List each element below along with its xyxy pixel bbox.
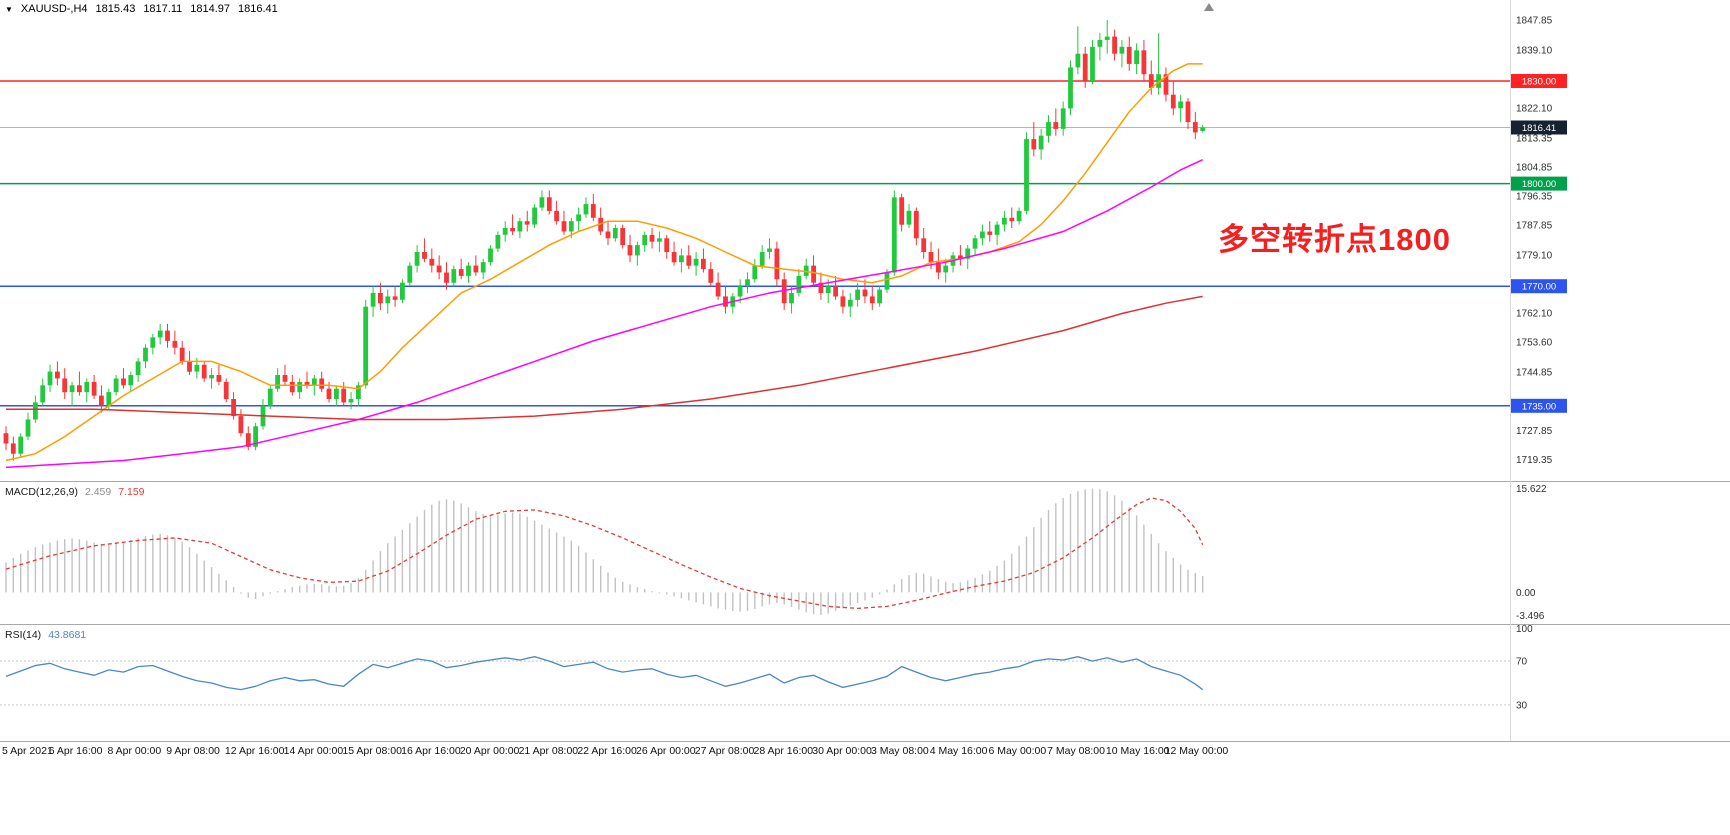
macd-panel[interactable]: 15.622 0.00 -3.496 [0, 482, 1730, 623]
axis-label: 1839.10 [1516, 45, 1553, 56]
ma-mid-magenta [5, 159, 1204, 469]
price-axis-separator [1510, 0, 1511, 741]
time-axis-label: 12 May 00:00 [1164, 745, 1229, 757]
axis-label: 1753.60 [1516, 338, 1553, 349]
axis-label: 1719.35 [1516, 455, 1553, 466]
ma-fast-orange [5, 63, 1203, 462]
axis-label: 1779.10 [1516, 251, 1553, 262]
axis-label: 30 [1516, 700, 1528, 711]
macd-name: MACD(12,26,9) [5, 486, 78, 498]
axis-label: 1744.85 [1516, 368, 1553, 379]
rsi-indicator-label: RSI(14) 43.8681 [5, 629, 86, 641]
price-badge [1511, 120, 1567, 135]
axis-label: 15.622 [1516, 484, 1547, 495]
axis-label: 1816.41 [1522, 123, 1556, 134]
time-axis-label: 22 Apr 16:00 [577, 745, 637, 757]
ohlc-open: 1815.43 [95, 3, 136, 15]
rsi-value: 43.8681 [48, 629, 87, 641]
chart-annotation: 多空转折点1800 [1218, 222, 1451, 257]
chart-scroll-marker-icon[interactable] [1204, 3, 1214, 11]
time-axis-label: 30 Apr 00:00 [812, 745, 872, 757]
time-axis-label: 14 Apr 00:00 [283, 745, 344, 757]
time-axis-label: 21 Apr 08:00 [518, 745, 579, 757]
axis-label: 1762.10 [1516, 309, 1553, 320]
axis-label: 1847.85 [1516, 16, 1553, 27]
time-axis-label: 8 Apr 00:00 [107, 745, 162, 757]
panel-separator[interactable] [0, 624, 1730, 625]
time-axis-label: 12 Apr 16:00 [224, 745, 285, 757]
axis-label: 1822.10 [1516, 104, 1553, 115]
axis-label: 1770.00 [1522, 282, 1556, 293]
rsi-panel[interactable]: 100 70 30 [0, 625, 1730, 741]
axis-label: 70 [1516, 657, 1528, 668]
time-axis-label: 16 Apr 16:00 [401, 745, 461, 757]
symbol-period-label: XAUUSD-,H4 [20, 3, 88, 15]
macd-signal-line [5, 497, 1204, 610]
time-axis-label: 9 Apr 08:00 [166, 745, 220, 757]
time-axis-label: 26 Apr 00:00 [636, 745, 696, 757]
one-click-trading-icon[interactable]: ▼ [5, 4, 13, 14]
rsi-line [5, 656, 1204, 691]
main-chart-panel[interactable]: 1847.85 1839.10 1822.10 1813.35 1804.85 1796.… [0, 0, 1730, 481]
axis-label: 1813.35 [1516, 133, 1553, 144]
ohlc-low: 1814.97 [190, 3, 231, 15]
axis-label: 1796.35 [1516, 192, 1553, 203]
time-axis-label: 15 Apr 08:00 [342, 745, 402, 757]
price-badge [1511, 279, 1567, 294]
symbol-ohlc-header: ▼ XAUUSD-,H4 1815.43 1817.11 1814.97 181… [5, 3, 278, 15]
candles-group [3, 20, 1206, 461]
time-axis-label: 3 May 08:00 [870, 745, 929, 757]
axis-label: 1787.85 [1516, 221, 1553, 232]
time-axis-label: 28 Apr 16:00 [753, 745, 814, 757]
axis-label: 1804.85 [1516, 163, 1553, 174]
ohlc-high: 1817.11 [143, 3, 183, 15]
price-badge [1511, 398, 1567, 413]
axis-label: -3.496 [1516, 611, 1545, 622]
macd-histogram [5, 488, 1204, 615]
time-axis-label: 6 Apr 16:00 [48, 745, 103, 757]
ohlc-close: 1816.41 [238, 3, 278, 15]
time-axis-label: 4 May 16:00 [929, 745, 988, 757]
price-badge [1511, 74, 1567, 88]
axis-label: 1735.00 [1522, 401, 1556, 412]
panel-separator[interactable] [0, 481, 1730, 482]
time-axis-label: 5 Apr 2021 [2, 745, 53, 757]
panel-separator[interactable] [0, 741, 1730, 742]
axis-label: 1727.85 [1516, 426, 1553, 437]
time-axis-label: 27 Apr 08:00 [694, 745, 755, 757]
ma-slow-red [6, 295, 1203, 421]
price-badge [1511, 176, 1567, 191]
axis-label: 1830.00 [1522, 77, 1556, 88]
time-axis-label: 6 May 00:00 [988, 745, 1047, 757]
time-axis[interactable]: 5 Apr 2021 6 Apr 16:00 8 Apr 00:00 9 Apr 08… [0, 742, 1730, 764]
macd-signal-value: 7.159 [118, 486, 145, 498]
macd-indicator-label: MACD(12,26,9) 2.459 7.159 [5, 486, 145, 498]
time-axis-label: 7 May 08:00 [1047, 745, 1105, 757]
macd-main-value: 2.459 [84, 486, 112, 498]
rsi-name: RSI(14) [5, 629, 42, 641]
axis-label: 100 [1516, 625, 1533, 635]
time-axis-label: 20 Apr 00:00 [459, 745, 520, 757]
axis-label: 1800.00 [1522, 179, 1556, 190]
time-axis-label: 10 May 16:00 [1105, 745, 1170, 757]
axis-label: 0.00 [1516, 588, 1536, 599]
